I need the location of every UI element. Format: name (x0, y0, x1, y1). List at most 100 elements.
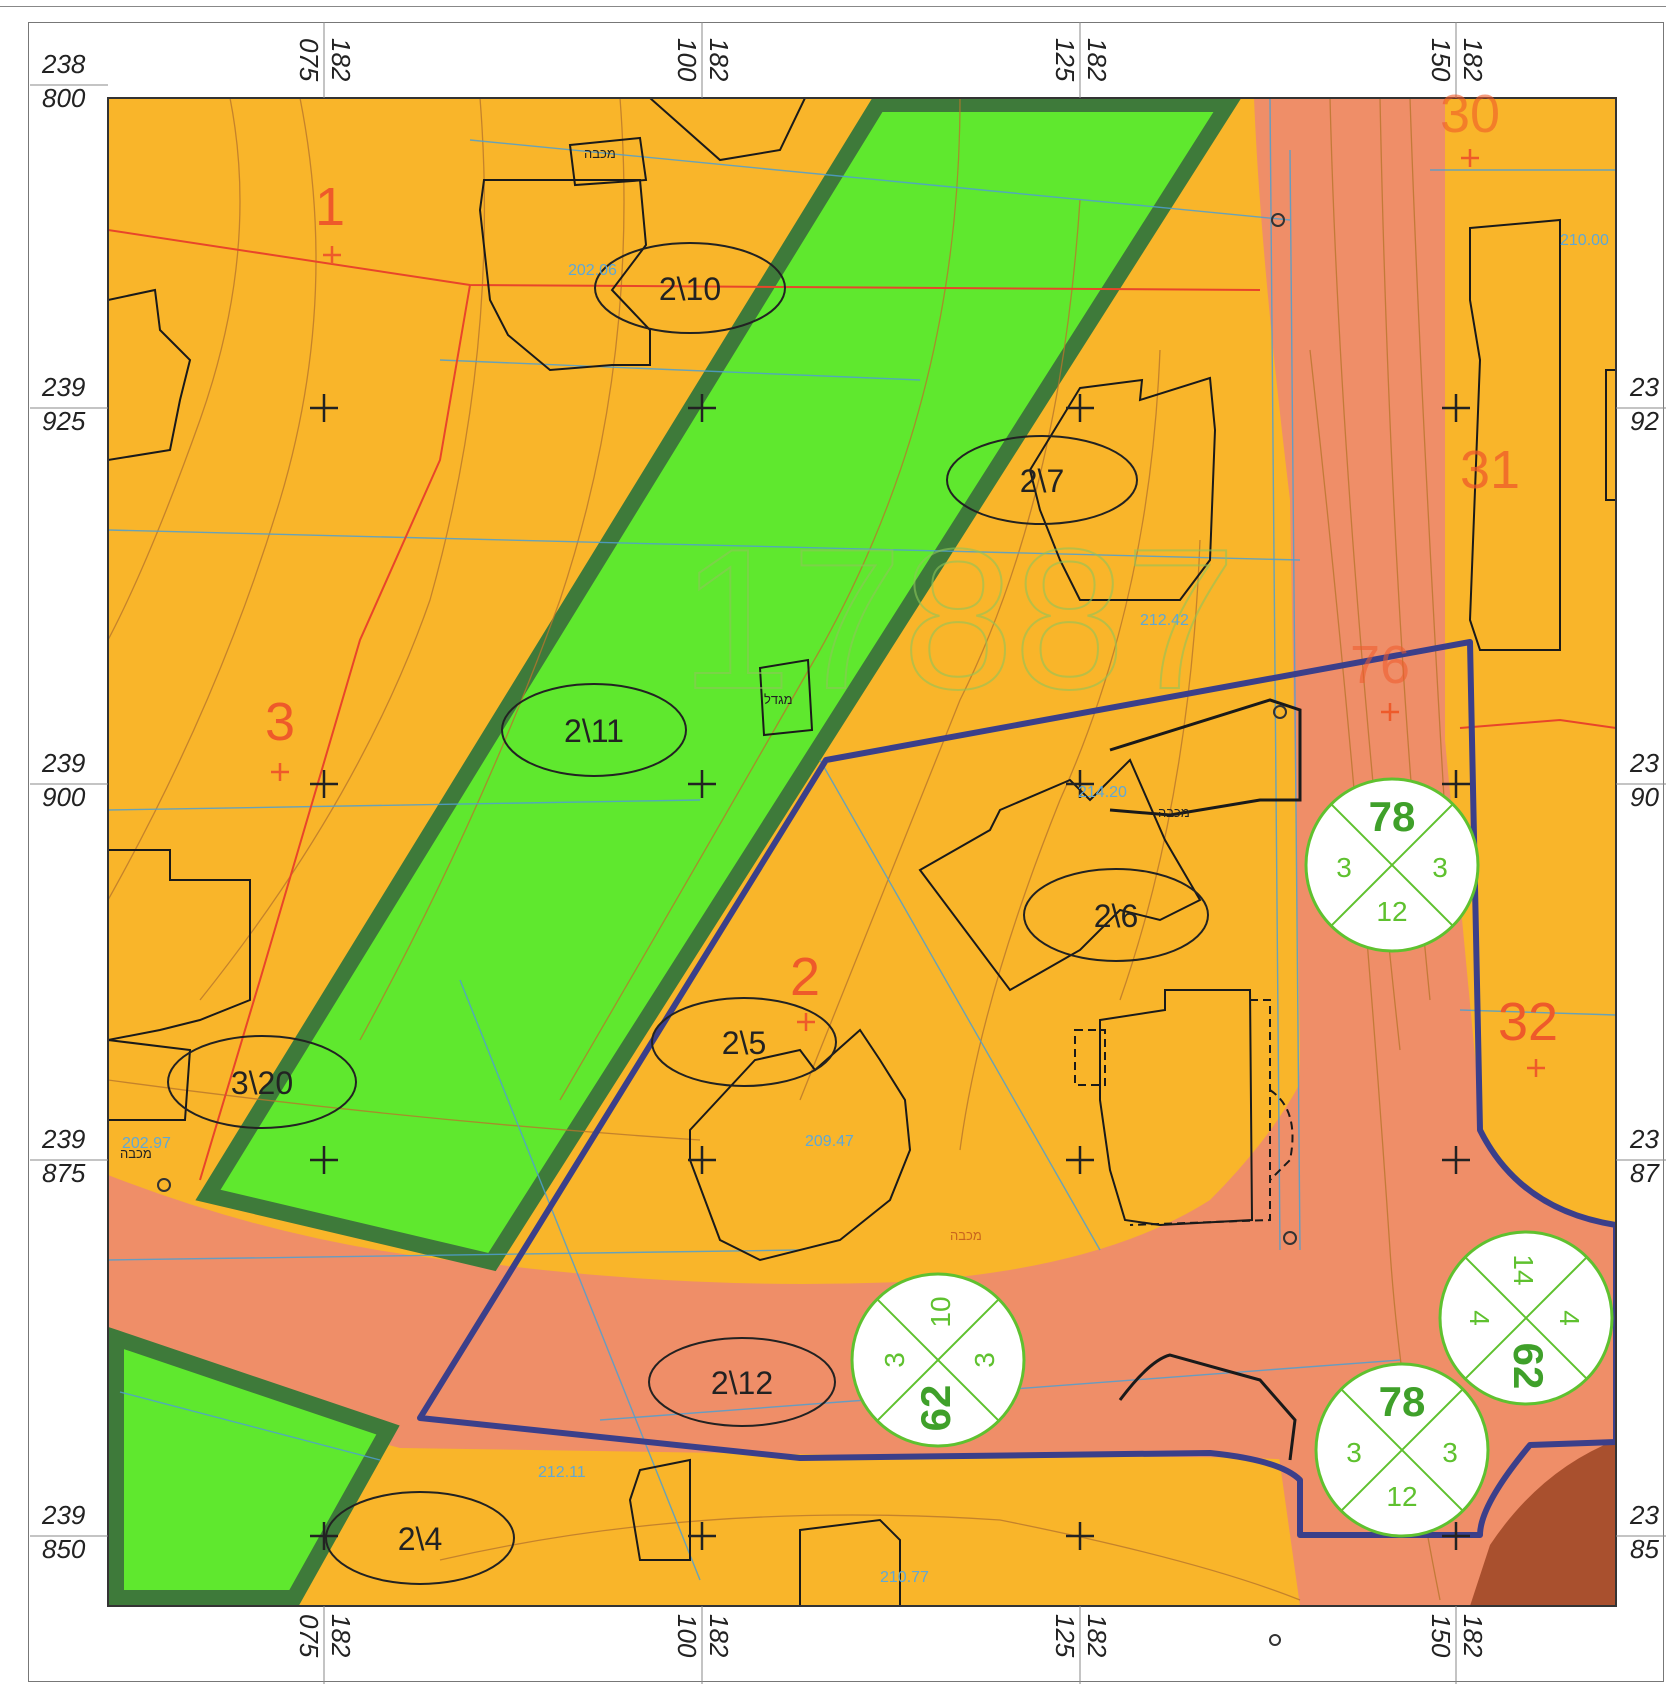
sign-words: מכבה מכבה מכבה מכבה מגדל (120, 146, 1190, 1243)
grid-cross (310, 1522, 338, 1550)
sheet-frame (28, 22, 1664, 1682)
parcel-marker (797, 1013, 815, 1031)
parcel-numbers: 1 3 2 30 31 76 32 (265, 84, 1558, 1052)
road-circle-value: 78 (1369, 793, 1416, 840)
plot-label-ellipse (651, 997, 837, 1087)
elevation-labels: 202.06 212.42 214.20 209.47 202.97 210.7… (122, 232, 1609, 1586)
grid-labels-columns: 1820751820751821001821001821251821251821… (294, 22, 1488, 1684)
road-circle: 4 4 14 62 (1438, 1230, 1614, 1406)
road-circle-value: 4 (1464, 1310, 1495, 1326)
grid-label-top: 23 (1629, 1124, 1659, 1154)
road-circle-divider (876, 1298, 1000, 1422)
road-circle: 78 12 3 3 (1304, 777, 1480, 953)
grid-label-bottom: 90 (1630, 782, 1659, 812)
grid-cross (688, 394, 716, 422)
plot-labels: 2\10 2\7 2\11 2\6 2\5 3\20 2\12 2\4 (167, 242, 1209, 1585)
elevation-label: 209.47 (805, 1133, 854, 1150)
road-circle-value: 3 (969, 1352, 1000, 1368)
plot-label: 2\5 (722, 1025, 766, 1061)
grid-cross (1066, 394, 1094, 422)
well-icon (1269, 1634, 1281, 1646)
dashed-building (1074, 999, 1294, 1226)
grid-label-column-b: 100 (672, 38, 702, 82)
road-circle-value: 3 (1432, 852, 1448, 883)
elevation-label: 210.77 (880, 1569, 929, 1586)
parcel-number: 76 (1350, 635, 1410, 695)
parcel-marker (1381, 703, 1399, 721)
parcel-number: 3 (265, 692, 295, 752)
grid-label-column-b: 100 (672, 1614, 702, 1658)
elevation-label: 202.97 (122, 1135, 171, 1152)
top-border-line (0, 6, 1666, 7)
grid-label-top: 239 (41, 748, 85, 778)
well-icon (157, 1178, 171, 1192)
parcel-number: 2 (790, 947, 820, 1007)
brown-corner-zone (1470, 1440, 1616, 1606)
road-circle-value: 3 (879, 1352, 910, 1368)
plot-label: 2\7 (1020, 463, 1064, 499)
road-section-circles: 78 12 3 3 3 3 62 10 4 4 14 62 78 12 3 3 (850, 777, 1614, 1538)
plan-boundary (417, 639, 1616, 1538)
plot-label-ellipse (1023, 868, 1209, 962)
grid-label-column-b: 075 (294, 1614, 324, 1658)
parcel-number: 1 (315, 177, 345, 237)
elevation-label: 212.42 (1140, 612, 1189, 629)
grid-label-column-a: 182 (1082, 1614, 1112, 1658)
grid-cross (1066, 1522, 1094, 1550)
elevation-label: 202.06 (568, 262, 617, 279)
plot-label-ellipse (648, 1337, 836, 1427)
grid-label-top: 239 (41, 372, 85, 402)
road-circle-divider (1464, 1256, 1588, 1380)
road-circle-value: 3 (1336, 852, 1352, 883)
grid-label-top: 23 (1629, 1500, 1659, 1530)
grid-label-bottom: 875 (42, 1158, 86, 1188)
grid-label-column-b: 125 (1050, 38, 1080, 82)
road-circle-value: 14 (1508, 1254, 1539, 1285)
grid-cross (1442, 394, 1470, 422)
plot-label-ellipse (167, 1035, 357, 1129)
grid-label-column-a: 182 (704, 38, 734, 82)
grid-label-column-a: 182 (1458, 38, 1488, 82)
building-outlines (108, 98, 1616, 1606)
grid-label-bottom: 900 (42, 782, 86, 812)
plot-label-ellipse (325, 1491, 515, 1585)
grid-labels-right: 23 92 23 90 23 87 23 85 (1616, 372, 1666, 1564)
well-icon (1283, 1231, 1297, 1245)
grid-label-top: 238 (41, 49, 86, 79)
grid-label-bottom: 85 (1630, 1534, 1659, 1564)
grid-label-top: 239 (41, 1500, 85, 1530)
plot-label: 2\12 (711, 1365, 773, 1401)
well-icon (1271, 213, 1285, 227)
parcel-number: 31 (1460, 440, 1520, 500)
grid-label-column-a: 182 (1458, 1614, 1488, 1658)
grid-cross (1066, 770, 1094, 798)
road-circle: 78 12 3 3 (1314, 1362, 1490, 1538)
parcel-marker (271, 763, 289, 781)
grid-labels-left: 238 800 239 925 239 900 239 875 239 850 (30, 49, 108, 1564)
grid-cross (1442, 1522, 1470, 1550)
grid-cross (310, 1146, 338, 1174)
sign-word: מכבה (120, 1146, 152, 1161)
parcel-number: 30 (1440, 84, 1500, 144)
road-circle-value: 12 (1376, 896, 1407, 927)
map-border (107, 97, 1617, 1607)
parcel-marker (323, 246, 341, 264)
grid-label-column-a: 182 (326, 38, 356, 82)
road-circle-value: 3 (1346, 1437, 1362, 1468)
plot-label: 3\20 (231, 1065, 293, 1101)
grid-cross (1442, 1146, 1470, 1174)
plot-label-ellipse (501, 683, 687, 777)
road-circle-value: 4 (1554, 1310, 1585, 1326)
grid-label-bottom: 925 (42, 406, 86, 436)
grid-label-column-b: 150 (1426, 1614, 1456, 1658)
grid-label-column-a: 182 (326, 1614, 356, 1658)
grid-cross (1066, 1146, 1094, 1174)
sign-word: מכבה (950, 1228, 982, 1243)
road-circle-divider (1330, 803, 1454, 927)
green-open-space-strip (195, 98, 1242, 1272)
well-icon (1273, 705, 1287, 719)
grid-label-bottom: 800 (42, 83, 86, 113)
grid-label-column-b: 150 (1426, 38, 1456, 82)
grid-label-top: 23 (1629, 748, 1659, 778)
